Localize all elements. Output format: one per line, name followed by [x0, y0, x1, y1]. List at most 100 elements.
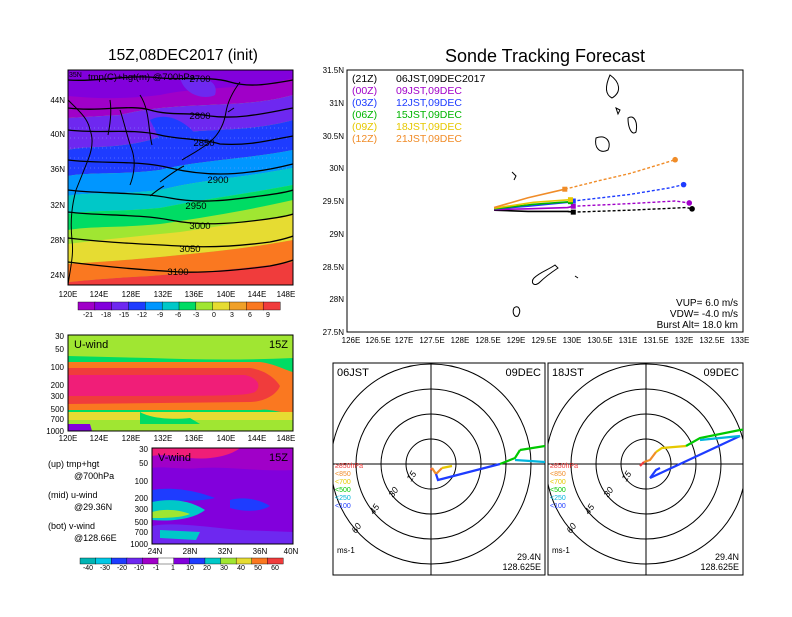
hodo-trace-06jst [430, 444, 545, 482]
colorbar-tick-label: -1 [153, 565, 159, 572]
lat-tick-label: 31.5N [323, 66, 345, 75]
wind-colorbar-segment [111, 557, 128, 565]
pressure-legend-entry: <850 [335, 471, 351, 478]
track-line-descent [567, 206, 693, 213]
pressure-legend-entry: <500 [335, 487, 351, 494]
landing-point-marker [689, 206, 695, 212]
colorbar-tick-label: 0 [212, 312, 216, 319]
colorbar-tick-label: -15 [119, 312, 129, 319]
wind-colorbar [79, 557, 284, 565]
lat-tick-label: 32N [218, 547, 233, 556]
contour-label: 3050 [179, 244, 200, 255]
burst-point-marker [567, 197, 573, 203]
ring-label-60: 60 [564, 521, 578, 535]
pressure-tick-label: 300 [51, 392, 65, 401]
lat-tick-label: 28N [183, 547, 198, 556]
colorbar-tick-label: 9 [266, 312, 270, 319]
lat-tick-label: 29.5N [323, 197, 345, 206]
wind-colorbar-segment [157, 557, 175, 565]
legend-code: (21Z) [352, 73, 377, 85]
lat-tick-label: 28N [329, 295, 344, 304]
temperature-colorbar-segment [145, 301, 163, 311]
note-mid-line2: @29.36N [74, 502, 112, 512]
u-wind-label: U-wind [74, 339, 108, 351]
landing-point-marker [680, 181, 687, 188]
lon-tick-label: 124E [90, 434, 109, 443]
lat-tick-label: 40N [284, 547, 299, 556]
lat-tick-label: 28N [50, 236, 65, 245]
hodo-pressure-legend: ≥850hPa <850 <700 <500 <250 <100 [335, 463, 363, 510]
lon-tick-label: 132E [154, 290, 173, 299]
lon-tick-label: 130E [563, 336, 582, 345]
contour-label: 2850 [193, 138, 214, 149]
wind-colorbar-segment [126, 557, 143, 565]
colorbar-tick-label: 50 [254, 565, 262, 572]
lon-tick-label: 120E [59, 434, 78, 443]
lon-tick-label: 140E [217, 434, 236, 443]
track-line-descent [567, 200, 690, 209]
track-y-labels: 31.5N 31N 30.5N 30N 29.5N 29N 28.5N 28N … [323, 66, 345, 337]
param-burst-alt: Burst Alt= 18.0 km [657, 320, 738, 331]
contour-label: 2700 [189, 74, 210, 85]
pressure-tick-label: 1000 [46, 427, 64, 436]
lat-tick-label: 30N [329, 164, 344, 173]
pressure-tick-label: 500 [135, 518, 149, 527]
lon-tick-label: 132.5E [699, 336, 724, 345]
lon-tick-label: 128E [122, 434, 141, 443]
v-wind-x-labels: 24N 28N 32N 36N 40N [148, 547, 299, 556]
map-lat-labels: 44N 40N 36N 32N 28N 24N [50, 96, 65, 280]
temperature-colorbar-segment [262, 301, 281, 311]
colorbar-tick-label: 40 [237, 565, 245, 572]
lon-tick-label: 126.5E [365, 336, 390, 345]
hodo-time-label: 18JST [552, 367, 584, 379]
pressure-legend-entry: <250 [550, 495, 566, 502]
wind-colorbar-segment [204, 557, 222, 565]
lat-tick-label: 44N [50, 96, 65, 105]
legend-entry-03z: (03Z) 12JST,09DEC [352, 97, 462, 109]
lat-tick-label: 32N [50, 201, 65, 210]
legend-entry-06z: (06Z) 15JST,09DEC [352, 109, 462, 121]
colorbar-tick-label: -18 [101, 312, 111, 319]
burst-point-marker [570, 198, 576, 204]
legend-entry-00z: (00Z) 09JST,09DEC [352, 85, 462, 97]
pressure-tick-label: 200 [51, 381, 65, 390]
colorbar-tick-label: 3 [230, 312, 234, 319]
u-wind-time: 15Z [269, 339, 288, 351]
hodo-date-label: 09DEC [506, 367, 542, 379]
colorbar-tick-label: -10 [134, 565, 144, 572]
hodo-rings [333, 363, 545, 575]
param-vup: VUP= 6.0 m/s [676, 298, 738, 309]
pressure-tick-label: 300 [135, 505, 149, 514]
hodo-date-label: 09DEC [704, 367, 740, 379]
lon-tick-label: 132E [154, 434, 173, 443]
pressure-tick-label: 500 [51, 405, 65, 414]
colorbar-tick-label: -9 [157, 312, 163, 319]
left-title: 15Z,08DEC2017 (init) [108, 47, 258, 64]
v-wind-panel: V-wind 15Z 30 50 100 200 300 500 700 100… [130, 445, 298, 556]
landing-point-marker [686, 200, 693, 206]
u-wind-panel: U-wind 15Z 30 50 100 200 300 500 700 100… [46, 332, 295, 443]
pressure-tick-label: 50 [139, 459, 148, 468]
lon-tick-label: 131.5E [643, 336, 668, 345]
wind-colorbar-segment [251, 557, 268, 565]
lon-tick-label: 136E [185, 434, 204, 443]
pressure-tick-label: 30 [139, 445, 148, 454]
track-islands [511, 74, 637, 317]
track-line-descent [567, 183, 684, 203]
u-wind-fill [68, 335, 293, 431]
note-mid-line1: (mid) u-wind [48, 490, 98, 500]
note-up-line1: (up) tmp+hgt [48, 459, 100, 469]
legend-code: (00Z) [352, 85, 377, 97]
colorbar-tick-label: -3 [193, 312, 199, 319]
ring-label-60: 60 [349, 521, 363, 535]
hodo-unit-label: ms-1 [337, 546, 355, 555]
hodo-pressure-legend: ≥850hPa <850 <700 <500 <250 <100 [550, 463, 578, 510]
temperature-colorbar-segment [246, 301, 264, 311]
contour-label: 3000 [189, 221, 210, 232]
v-wind-label: V-wind [158, 452, 191, 464]
pressure-legend-entry: <700 [335, 479, 351, 486]
lon-tick-label: 132E [675, 336, 694, 345]
legend-text: 18JST,09DEC [396, 121, 462, 133]
track-line-ascent [493, 200, 571, 210]
hodo-rings [548, 363, 743, 575]
